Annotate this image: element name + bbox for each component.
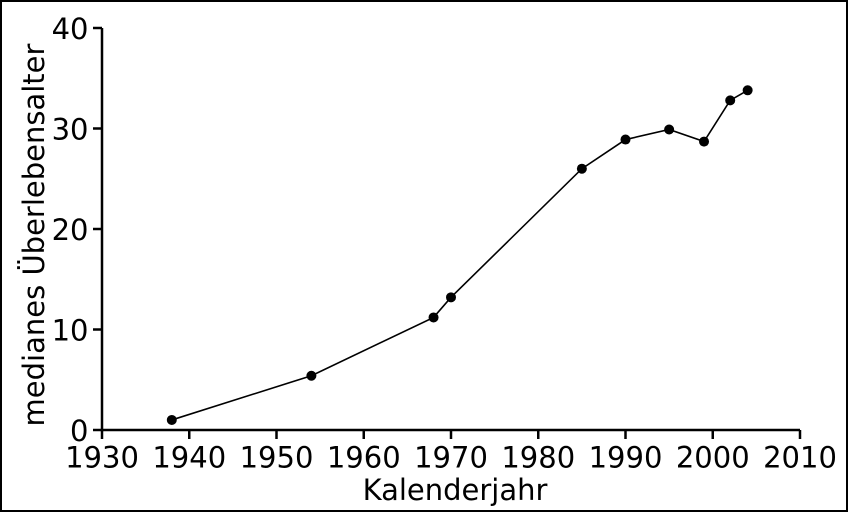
x-tick-label: 1950 — [240, 441, 314, 475]
y-tick-label: 10 — [52, 314, 89, 348]
x-tick-label: 1970 — [414, 441, 488, 475]
x-axis-label: Kalenderjahr — [363, 473, 548, 507]
x-tick-label: 1930 — [65, 441, 139, 475]
y-tick-label: 20 — [52, 213, 89, 247]
data-point — [306, 370, 317, 381]
data-point — [428, 312, 439, 323]
data-point — [576, 163, 587, 174]
x-tick-label: 1990 — [589, 441, 663, 475]
data-point — [620, 134, 631, 145]
y-tick-label: 40 — [52, 12, 89, 46]
y-axis-label: medianes Überlebensalter — [17, 43, 51, 426]
x-tick-label: 2010 — [763, 441, 837, 475]
x-tick-label: 1960 — [327, 441, 401, 475]
data-point — [699, 136, 710, 147]
data-point — [742, 85, 753, 96]
data-point — [166, 414, 177, 425]
y-tick-label: 30 — [52, 113, 89, 147]
x-axis: 1930 1940 1950 1960 1970 1980 1990 2000 2010 — [65, 428, 837, 475]
data-point — [725, 95, 736, 106]
x-tick-label: 2000 — [676, 441, 750, 475]
data-point — [446, 292, 456, 303]
series-line — [171, 89, 749, 421]
x-tick-label: 1940 — [152, 441, 226, 475]
data-point — [664, 124, 675, 135]
y-axis: 0 10 20 30 40 — [52, 12, 104, 448]
x-tick-label: 1980 — [501, 441, 575, 475]
data-series — [166, 85, 753, 425]
y-tick-label: 0 — [70, 414, 88, 448]
